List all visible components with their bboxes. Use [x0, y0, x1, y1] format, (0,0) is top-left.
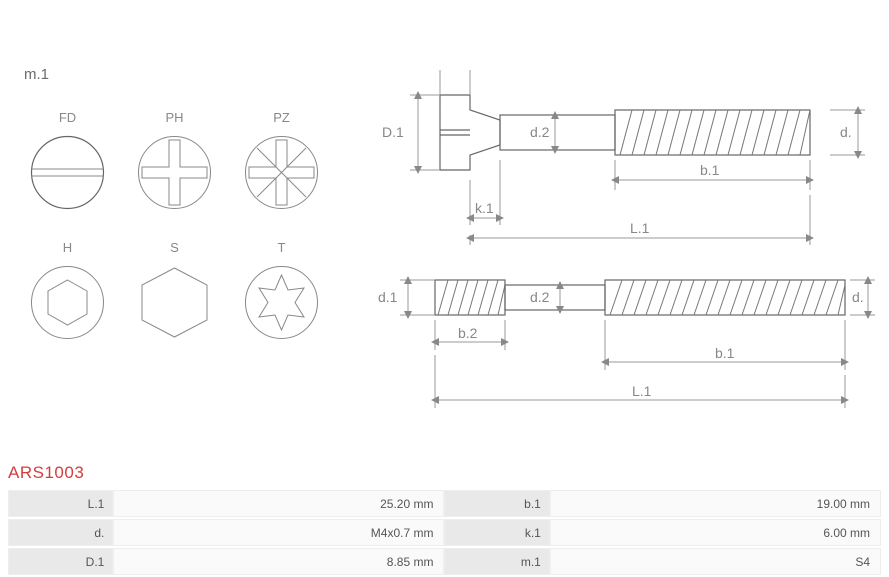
- dim-k1: k.1: [475, 200, 494, 216]
- drive-group-label: m.1: [24, 66, 49, 83]
- spec-label: k.1: [444, 519, 549, 546]
- drive-label: H: [30, 240, 105, 255]
- phillips-drive-icon: [137, 135, 212, 210]
- dim-b1: b.1: [700, 162, 720, 178]
- drive-item-pz: PZ: [244, 110, 319, 210]
- drive-label: FD: [30, 110, 105, 125]
- drive-item-fd: FD: [30, 110, 105, 210]
- dim-L1: L.1: [630, 220, 650, 236]
- drive-item-s: S: [137, 240, 212, 340]
- dim-d2: d.2: [530, 124, 550, 140]
- slot-drive-icon: [30, 135, 105, 210]
- dim-b1b: b.1: [715, 345, 735, 361]
- spec-label: b.1: [444, 490, 549, 517]
- dim-d: d.: [840, 124, 852, 140]
- spec-table: L.1 25.20 mm b.1 19.00 mm d. M4x0.7 mm k…: [8, 488, 881, 577]
- dim-db: d.: [852, 289, 864, 305]
- drive-types-grid: FD PH: [30, 110, 319, 370]
- spec-label: L.1: [8, 490, 113, 517]
- drive-row-2: H S: [30, 240, 319, 340]
- spec-value: 25.20 mm: [113, 490, 444, 517]
- drive-item-t: T: [244, 240, 319, 340]
- hex-socket-icon: [30, 265, 105, 340]
- drive-item-ph: PH: [137, 110, 212, 210]
- drive-item-h: H: [30, 240, 105, 340]
- spec-value: S4: [550, 548, 881, 575]
- part-code: ARS1003: [8, 463, 84, 483]
- hex-external-icon: [137, 265, 212, 340]
- spec-value: M4x0.7 mm: [113, 519, 444, 546]
- table-row: d. M4x0.7 mm k.1 6.00 mm: [8, 519, 881, 546]
- dim-d2b: d.2: [530, 289, 550, 305]
- table-row: L.1 25.20 mm b.1 19.00 mm: [8, 490, 881, 517]
- stud-bottom-drawing: d.1 d.2 d. b.2 b.1: [378, 280, 875, 408]
- drive-label: T: [244, 240, 319, 255]
- spec-label: d.: [8, 519, 113, 546]
- drive-label: PZ: [244, 110, 319, 125]
- torx-drive-icon: [244, 265, 319, 340]
- spec-label: m.1: [444, 548, 549, 575]
- spec-label: D.1: [8, 548, 113, 575]
- spec-value: 19.00 mm: [550, 490, 881, 517]
- dim-L1b: L.1: [632, 383, 652, 399]
- drive-label: S: [137, 240, 212, 255]
- pozidriv-drive-icon: [244, 135, 319, 210]
- drive-row-1: FD PH: [30, 110, 319, 210]
- screw-top-drawing: D.1 d.2 d. k.1 b.1: [382, 70, 865, 245]
- technical-drawings: D.1 d.2 d. k.1 b.1: [370, 60, 870, 425]
- diagram-area: m.1 FD PH: [0, 0, 889, 440]
- spec-value: 6.00 mm: [550, 519, 881, 546]
- spec-value: 8.85 mm: [113, 548, 444, 575]
- dim-b2: b.2: [458, 325, 478, 341]
- page-container: m.1 FD PH: [0, 0, 889, 572]
- drive-label: PH: [137, 110, 212, 125]
- dim-d1: d.1: [378, 289, 398, 305]
- dim-D1: D.1: [382, 124, 404, 140]
- table-row: D.1 8.85 mm m.1 S4: [8, 548, 881, 575]
